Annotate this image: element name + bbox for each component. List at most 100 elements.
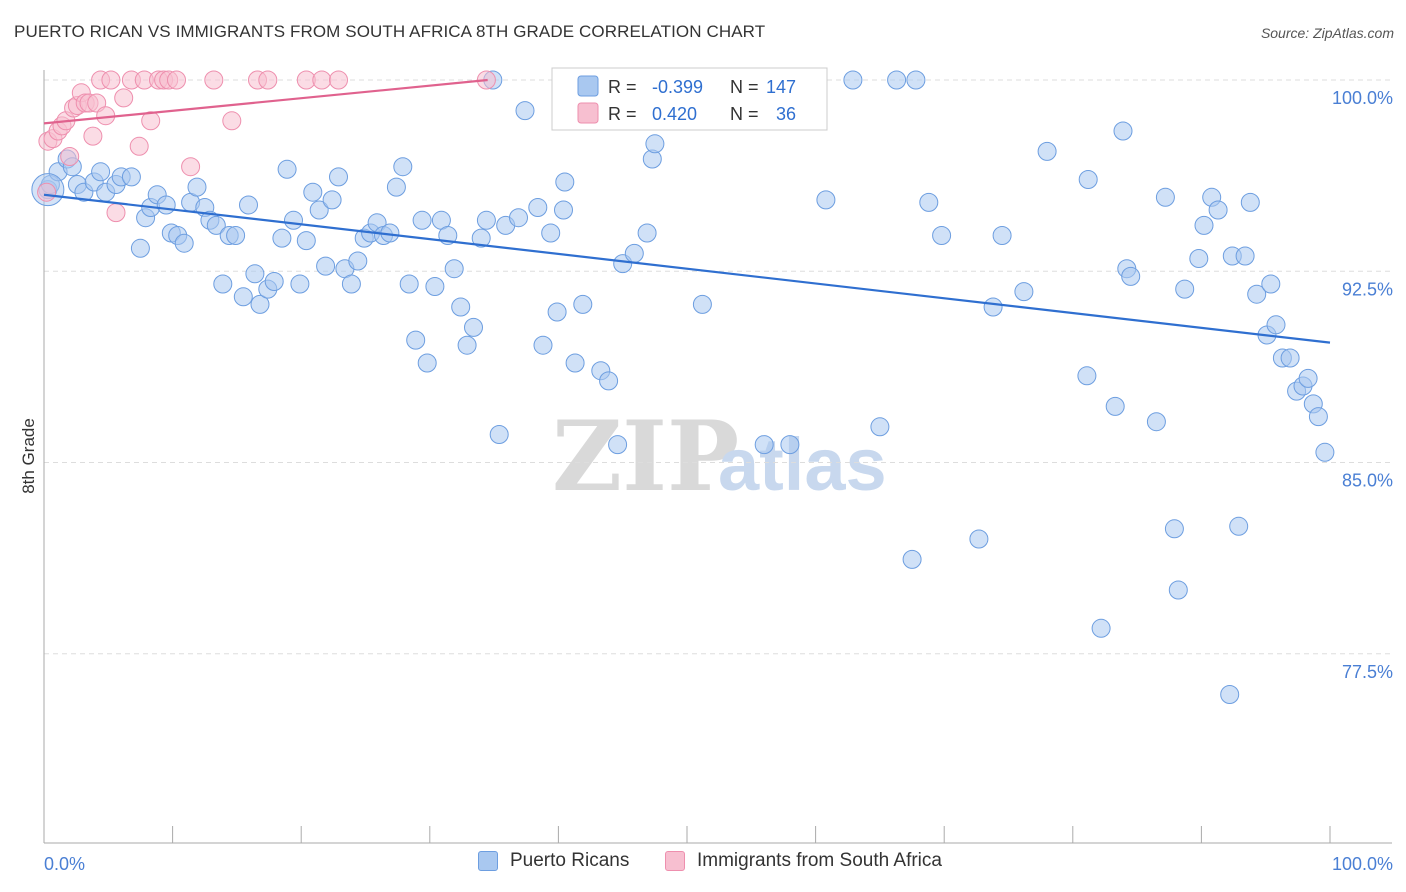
data-point-puerto-ricans [121,167,141,187]
data-point-puerto-ricans [1078,170,1098,189]
data-point-puerto-ricans [599,371,619,391]
y-tick-labels: 77.5% 85.0% 92.5% 100.0% [1332,88,1393,682]
data-point-puerto-ricans [174,233,194,253]
data-point-puerto-ricans [843,70,863,90]
trend-line-immigrants-south-africa [43,78,488,125]
data-point-puerto-ricans [533,335,553,355]
legend-n-value-1: 147 [766,77,796,97]
data-point-puerto-ricans [902,549,922,569]
data-point-puerto-ricans [1168,580,1188,600]
data-point-puerto-ricans [555,172,575,192]
data-point-puerto-ricans [528,198,548,217]
data-point-puerto-ricans [386,177,406,197]
data-point-puerto-ricans [780,435,800,455]
data-point-puerto-ricans [309,200,329,220]
legend-r-value-2: 0.420 [652,104,697,124]
data-point-immigrants-south-africa [101,70,121,90]
data-point-puerto-ricans [515,101,535,121]
legend-item-immigrants-south-africa: Immigrants from South Africa [665,850,942,872]
data-point-puerto-ricans [272,228,292,248]
legend-bottom: Puerto Ricans Immigrants from South Afri… [0,850,1406,880]
data-point-puerto-ricans [1266,315,1286,335]
data-point-puerto-ricans [399,274,419,294]
data-point-puerto-ricans [1175,279,1195,299]
data-point-puerto-ricans [233,287,253,307]
data-point-immigrants-south-africa [37,182,57,202]
legend-label-puerto-ricans: Puerto Ricans [510,850,630,871]
data-point-puerto-ricans [245,264,265,284]
data-point-puerto-ricans [1280,348,1300,368]
data-point-puerto-ricans [329,167,348,187]
data-point-puerto-ricans [983,297,1003,317]
data-point-puerto-ricans [1261,274,1281,294]
data-point-puerto-ricans [1105,396,1125,416]
gridlines [44,79,1392,655]
data-point-puerto-ricans [348,251,368,271]
data-point-puerto-ricans [341,274,361,294]
data-point-puerto-ricans [541,223,561,243]
x-tick-label: 0.0% [44,854,85,874]
data-point-immigrants-south-africa [141,111,161,131]
data-point-puerto-ricans [547,302,567,322]
y-axis-label: 8th Grade [19,418,38,494]
data-point-puerto-ricans [226,226,246,245]
data-point-puerto-ricans [1308,407,1328,427]
data-point-puerto-ricans [637,223,657,243]
data-point-puerto-ricans [264,272,284,291]
legend-top-swatch-blue [577,75,599,97]
x-tick-label: 100.0% [1332,854,1393,874]
y-tick-label: 100.0% [1332,88,1393,108]
data-point-puerto-ricans [1014,282,1034,302]
trend-line-puerto-ricans [43,193,1331,344]
data-point-puerto-ricans [969,529,989,549]
data-point-puerto-ricans [489,425,509,444]
data-point-puerto-ricans [290,274,310,294]
series-puerto-ricans [31,70,1335,704]
source-label: Source: ZipAtlas.com [1260,25,1394,41]
legend-top: R = -0.399 N = 147 R = 0.420 N = 36 [551,67,828,131]
legend-r-label-1: R = [608,77,637,97]
data-point-puerto-ricans [870,417,890,437]
data-point-puerto-ricans [130,238,150,258]
data-point-puerto-ricans [624,243,644,263]
data-point-puerto-ricans [1155,187,1175,207]
data-point-immigrants-south-africa [129,136,149,156]
trend-lines [43,78,1331,344]
data-point-puerto-ricans [156,195,176,215]
data-point-puerto-ricans [573,294,593,314]
data-point-puerto-ricans [476,210,496,230]
legend-n-value-2: 36 [776,104,796,124]
data-point-puerto-ricans [1194,215,1214,235]
data-point-puerto-ricans [1189,249,1209,268]
data-point-puerto-ricans [1037,141,1057,161]
data-point-puerto-ricans [91,162,111,182]
data-point-puerto-ricans [1164,519,1184,539]
data-point-puerto-ricans [322,190,342,210]
legend-swatch-pink [665,851,685,871]
data-point-puerto-ricans [296,231,316,251]
data-point-puerto-ricans [417,353,437,373]
data-point-puerto-ricans [1113,121,1133,141]
data-point-puerto-ricans [1235,246,1255,266]
data-point-puerto-ricans [206,215,226,235]
watermark-atlas: atlas [718,423,887,506]
data-point-puerto-ricans [393,157,413,177]
data-point-puerto-ricans [1315,442,1335,462]
data-point-puerto-ricans [645,134,665,154]
data-point-immigrants-south-africa [181,157,201,177]
legend-label-immigrants-south-africa: Immigrants from South Africa [697,850,942,871]
legend-n-label-2: N = [730,104,759,124]
y-tick-label: 85.0% [1342,471,1393,491]
watermark-zip: ZIP [552,400,739,513]
data-point-puerto-ricans [1220,685,1240,704]
data-point-puerto-ricans [1077,366,1097,386]
data-point-immigrants-south-africa [204,70,224,90]
data-point-puerto-ricans [316,256,336,276]
data-point-puerto-ricans [1121,266,1141,286]
data-point-puerto-ricans [754,435,774,455]
data-point-puerto-ricans [213,274,233,294]
data-point-puerto-ricans [277,159,297,179]
data-point-puerto-ricans [187,177,207,197]
data-point-puerto-ricans [457,335,477,355]
